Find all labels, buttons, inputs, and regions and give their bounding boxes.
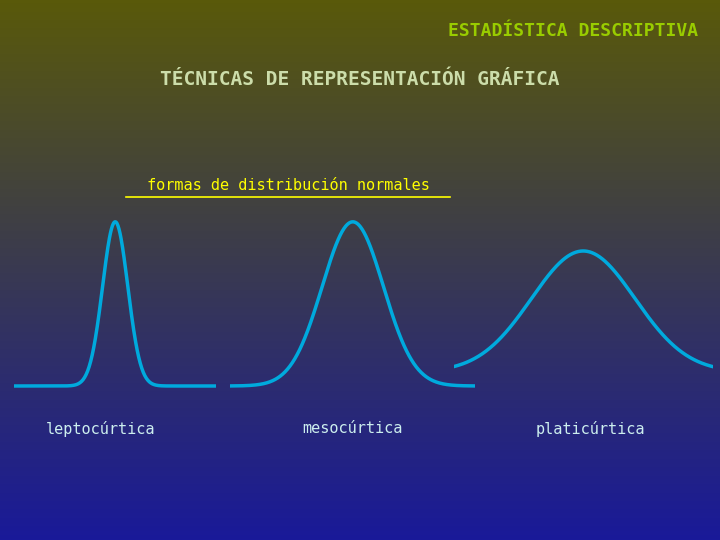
- Text: ESTADÍSTICA DESCRIPTIVA: ESTADÍSTICA DESCRIPTIVA: [449, 22, 698, 39]
- Text: platicúrtica: platicúrtica: [536, 421, 645, 437]
- Text: mesocúrtica: mesocúrtica: [302, 421, 403, 436]
- Text: TÉCNICAS DE REPRESENTACIÓN GRÁFICA: TÉCNICAS DE REPRESENTACIÓN GRÁFICA: [161, 70, 559, 89]
- Text: leptocúrtica: leptocúrtica: [46, 421, 156, 437]
- Text: formas de distribución normales: formas de distribución normales: [147, 178, 429, 193]
